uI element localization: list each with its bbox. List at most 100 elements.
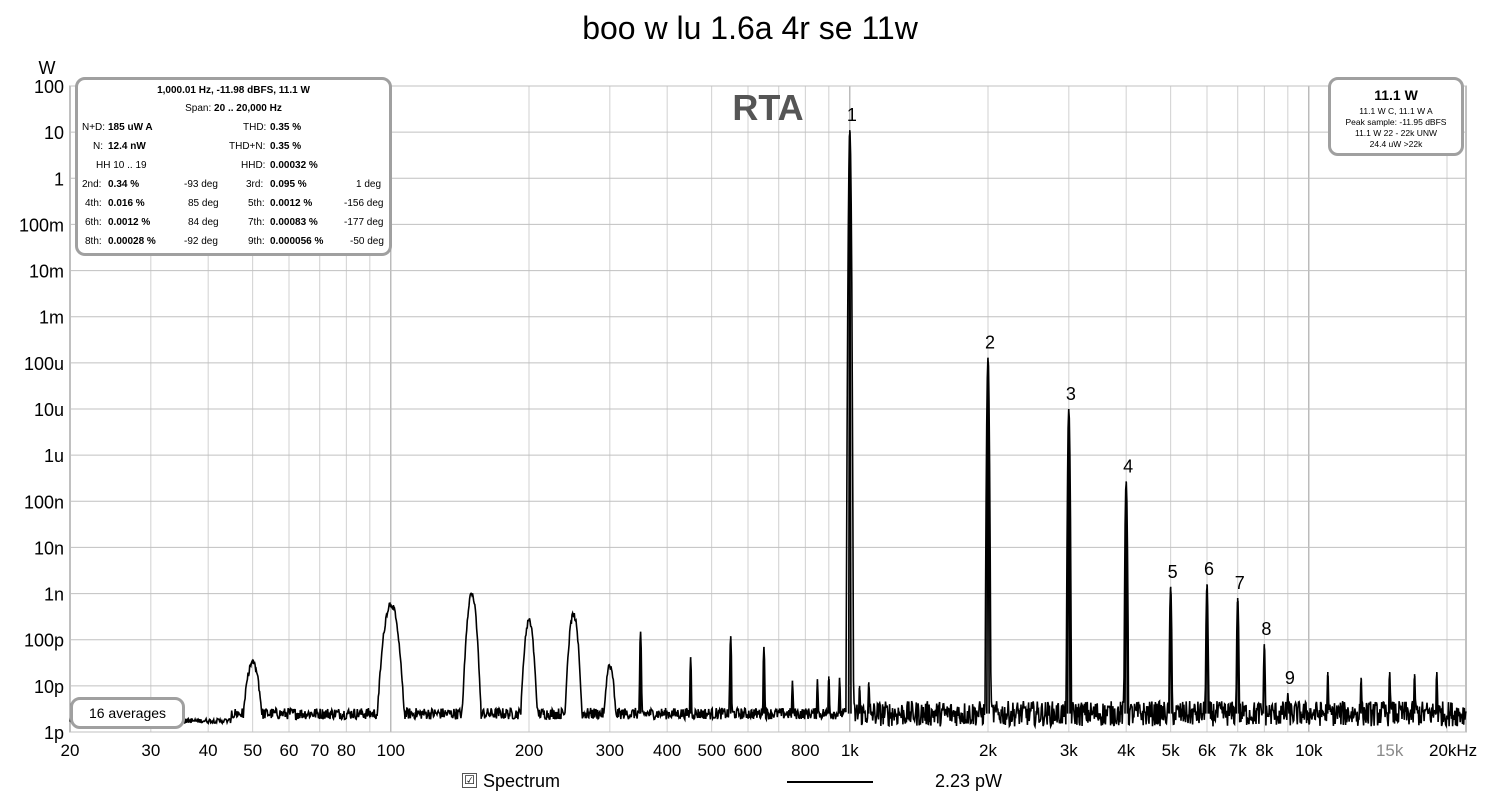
x-tick-label: 2k <box>979 741 997 760</box>
span-value: 20 .. 20,000 Hz <box>214 103 282 114</box>
y-tick-label: 10u <box>34 400 64 420</box>
harmonic-phase: 85 deg <box>188 198 219 209</box>
harmonic-row: 4th: 0.016 % 85 deg 5th: 0.0012 % -156 d… <box>78 198 389 217</box>
legend-cursor-value: 2.23 pW <box>935 771 1003 791</box>
spectrum-series-line <box>69 130 1467 730</box>
watermark-rta: RTA <box>732 87 803 128</box>
x-tick-label: 1k <box>841 741 859 760</box>
harmonic-labels: 1 2 3 4 5 6 7 8 9 <box>847 105 1295 688</box>
x-tick-label: 100 <box>377 741 405 760</box>
x-tick-label: 10k <box>1295 741 1323 760</box>
x-tick-label: 3k <box>1060 741 1078 760</box>
legend-spectrum-label: Spectrum <box>483 771 561 791</box>
harmonic-peak-label: 6 <box>1204 559 1214 579</box>
hh-row: HH 10 .. 19 HHD: 0.00032 % <box>78 160 389 179</box>
thdn-value: 0.35 % <box>270 141 302 152</box>
chart-title: boo w lu 1.6a 4r se 11w <box>582 10 918 46</box>
n-value: 12.4 nW <box>108 141 146 152</box>
power-line: 11.1 W 22 - 22k UNW <box>1354 128 1438 138</box>
x-tick-label: 7k <box>1229 741 1247 760</box>
harmonic-value: 0.000056 % <box>270 236 324 247</box>
spectrum-checkbox[interactable]: ☑ <box>462 773 477 788</box>
y-tick-label: 1n <box>44 585 64 605</box>
stats-header: 1,000.01 Hz, -11.98 dBFS, 11.1 W <box>157 85 310 96</box>
legend-line-swatch <box>787 781 873 783</box>
harmonic-peak-label: 7 <box>1235 573 1245 593</box>
harmonic-value: 0.34 % <box>108 179 140 190</box>
harmonic-value: 0.00083 % <box>270 217 318 228</box>
harmonic-peak-label: 5 <box>1168 562 1178 582</box>
harmonic-peak-label: 9 <box>1285 668 1295 688</box>
y-tick-label: 10m <box>29 262 64 282</box>
harmonic-label: 3rd: <box>246 179 264 190</box>
power-line: Peak sample: -11.95 dBFS <box>1345 117 1447 127</box>
harmonic-phase: -177 deg <box>344 217 384 228</box>
y-tick-label: 100n <box>24 492 64 512</box>
x-tick-label: 40 <box>199 741 218 760</box>
harmonic-value: 0.095 % <box>270 179 307 190</box>
harmonic-value: 0.0012 % <box>108 217 151 228</box>
harmonic-row: 8th: 0.00028 % -92 deg 9th: 0.000056 % -… <box>78 236 389 255</box>
harmonic-label: 6th: <box>85 217 102 228</box>
x-tick-label: 400 <box>653 741 681 760</box>
nd-label: N+D: <box>82 122 106 133</box>
legend: ☑ Spectrum 2.23 pW <box>0 770 1500 796</box>
y-tick-label: 10p <box>34 677 64 697</box>
harmonic-label: 8th: <box>85 236 102 247</box>
n-row: N: 12.4 nW THD+N: 0.35 % <box>78 141 389 160</box>
nd-row: N+D: 185 uW A THD: 0.35 % <box>78 122 389 141</box>
harmonic-phase: -156 deg <box>344 198 384 209</box>
harmonic-label: 9th: <box>248 236 265 247</box>
harmonic-phase: -50 deg <box>350 236 384 247</box>
hh-label: HH 10 .. 19 <box>96 160 147 171</box>
x-tick-label: 8k <box>1255 741 1273 760</box>
harmonic-value: 0.00028 % <box>108 236 156 247</box>
stats-panel: 1,000.01 Hz, -11.98 dBFS, 11.1 W Span: 2… <box>75 77 392 256</box>
averages-badge: 16 averages <box>70 697 185 729</box>
x-tick-label: 300 <box>596 741 624 760</box>
power-panel: 11.1 W 11.1 W C, 11.1 W A Peak sample: -… <box>1328 77 1464 156</box>
x-tick-label: 80 <box>337 741 356 760</box>
x-tick-label: 800 <box>791 741 819 760</box>
harmonic-peak-label: 1 <box>847 105 857 125</box>
hhd-value: 0.00032 % <box>270 160 318 171</box>
harmonic-value: 0.016 % <box>108 198 145 209</box>
y-tick-label: 10 <box>44 123 64 143</box>
harmonic-label: 7th: <box>248 217 265 228</box>
harmonic-peak-label: 8 <box>1261 619 1271 639</box>
harmonic-phase: 1 deg <box>356 179 382 190</box>
harmonic-peak-label: 4 <box>1123 456 1133 476</box>
x-tick-label: 600 <box>734 741 762 760</box>
hhd-label: HHD: <box>241 160 266 171</box>
y-axis-unit: W <box>39 58 56 78</box>
x-tick-labels: 20 30 40 50 60 70 80 100 200 300 400 500 600 800 1k 2k 3… <box>61 741 1478 760</box>
y-tick-label: 100u <box>24 354 64 374</box>
harmonic-label: 4th: <box>85 198 102 209</box>
harmonic-peak-label: 2 <box>985 333 995 353</box>
harmonic-phase: -93 deg <box>184 179 218 190</box>
power-line: 11.1 W C, 11.1 W A <box>1359 106 1433 116</box>
y-tick-labels: 100 10 1 100m 10m 1m 100u 10u 1u 100n 10n 1n 100p 10p… <box>19 77 64 743</box>
thdn-label: THD+N: <box>229 141 266 152</box>
y-tick-label: 100p <box>24 631 64 651</box>
harmonic-label: 5th: <box>248 198 265 209</box>
n-label: N: <box>93 141 103 152</box>
y-tick-label: 1p <box>44 723 64 743</box>
y-tick-label: 1m <box>39 308 64 328</box>
x-tick-label: 70 <box>310 741 329 760</box>
x-tick-label: 20 <box>61 741 80 760</box>
y-tick-label: 10n <box>34 538 64 558</box>
x-tick-label: 5k <box>1162 741 1180 760</box>
harmonic-phase: 84 deg <box>188 217 219 228</box>
harmonic-peak-label: 3 <box>1066 384 1076 404</box>
thd-label: THD: <box>243 122 267 133</box>
power-line: 24.4 uW >22k <box>1369 139 1423 149</box>
x-tick-label: 60 <box>280 741 299 760</box>
y-tick-label: 1u <box>44 446 64 466</box>
harmonic-label: 2nd: <box>82 179 102 190</box>
x-tick-label: 50 <box>243 741 262 760</box>
harmonic-row: 2nd: 0.34 % -93 deg 3rd: 0.095 % 1 deg <box>78 179 389 198</box>
harmonic-phase: -92 deg <box>184 236 218 247</box>
x-tick-label: 20kHz <box>1429 741 1477 760</box>
span-label: Span: <box>185 103 212 114</box>
